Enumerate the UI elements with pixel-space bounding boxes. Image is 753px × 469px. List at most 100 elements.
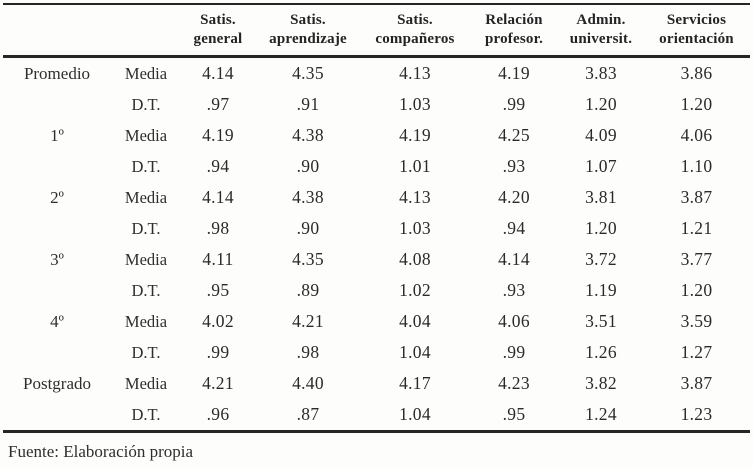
table-header-row: Satis. general Satis. aprendizaje Satis.… xyxy=(3,4,750,58)
value-cell: .98 xyxy=(206,218,230,238)
value-cell: 1.03 xyxy=(399,218,431,238)
row-group-label xyxy=(3,213,111,244)
table-row: Promedio Media 4.14 4.35 4.13 4.19 3.83 3.86 xyxy=(3,57,750,90)
value-cell: 4.17 xyxy=(399,373,431,393)
value-cell: 1.19 xyxy=(585,280,617,300)
value-cell: 4.40 xyxy=(292,373,324,393)
stat-label: Media xyxy=(124,125,168,145)
value-cell: 1.02 xyxy=(399,280,431,300)
header-line-1: Admin. xyxy=(576,12,626,28)
value-cell: .90 xyxy=(296,156,320,176)
value-cell: 1.10 xyxy=(680,156,713,176)
value-cell: 4.04 xyxy=(399,311,431,331)
header-line-1: Satis. xyxy=(397,12,433,28)
column-header-satis-general: Satis. general xyxy=(181,4,255,58)
table-body: Promedio Media 4.14 4.35 4.13 4.19 3.83 3.86 D.T… xyxy=(3,57,750,432)
value-cell: 4.09 xyxy=(585,125,617,145)
stat-label: Media xyxy=(124,63,168,83)
value-cell: 3.51 xyxy=(585,311,617,331)
table-row: D.T. .97 .91 1.03 .99 1.20 1.20 xyxy=(3,89,750,120)
value-cell: 4.13 xyxy=(399,63,431,83)
stat-label: Media xyxy=(124,249,168,269)
value-cell: 3.83 xyxy=(585,63,617,83)
value-cell: .94 xyxy=(502,218,526,238)
column-header-relacion-profesor: Relación profesor. xyxy=(469,4,559,58)
header-line-2: universit. xyxy=(569,31,633,47)
value-cell: .89 xyxy=(296,280,320,300)
value-cell: 3.87 xyxy=(680,373,713,393)
row-group-label: 4º xyxy=(50,311,64,331)
value-cell: 4.14 xyxy=(202,187,234,207)
value-cell: .87 xyxy=(296,404,320,424)
value-cell: 3.82 xyxy=(585,373,617,393)
row-group-label: 2º xyxy=(50,187,64,207)
value-cell: 4.14 xyxy=(498,249,530,269)
value-cell: 4.25 xyxy=(498,125,530,145)
value-cell: 3.77 xyxy=(680,249,713,269)
table-row: D.T. .98 .90 1.03 .94 1.20 1.21 xyxy=(3,213,750,244)
value-cell: .94 xyxy=(206,156,230,176)
value-cell: 1.26 xyxy=(585,342,617,362)
header-line-1: Servicios xyxy=(666,12,727,28)
value-cell: 1.04 xyxy=(399,404,431,424)
column-header-satis-companeros: Satis. compañeros xyxy=(361,4,469,58)
value-cell: 4.38 xyxy=(292,125,324,145)
header-line-2: profesor. xyxy=(484,31,544,47)
stat-label: D.T. xyxy=(131,404,161,424)
value-cell: 1.23 xyxy=(680,404,713,424)
value-cell: 4.21 xyxy=(292,311,324,331)
header-line-2: aprendizaje xyxy=(269,31,347,47)
value-cell: .91 xyxy=(296,94,320,114)
value-cell: 1.07 xyxy=(585,156,617,176)
value-cell: 1.20 xyxy=(585,94,617,114)
stat-label: Media xyxy=(124,373,168,393)
value-cell: 3.86 xyxy=(680,63,713,83)
value-cell: .93 xyxy=(502,156,526,176)
table-row: 4º Media 4.02 4.21 4.04 4.06 3.51 3.59 xyxy=(3,306,750,337)
row-group-label xyxy=(3,337,111,368)
value-cell: 4.21 xyxy=(202,373,234,393)
value-cell: 4.23 xyxy=(498,373,530,393)
row-group-label: Postgrado xyxy=(23,373,91,393)
value-cell: 4.08 xyxy=(399,249,431,269)
value-cell: 3.87 xyxy=(680,187,713,207)
value-cell: 4.19 xyxy=(399,125,431,145)
row-group-label: 3º xyxy=(50,249,64,269)
header-line-1: Relación xyxy=(485,12,543,28)
value-cell: .99 xyxy=(502,342,526,362)
value-cell: .95 xyxy=(206,280,230,300)
stat-label: D.T. xyxy=(131,280,161,300)
row-group-label: 1º xyxy=(50,125,64,145)
value-cell: 4.11 xyxy=(202,249,234,269)
row-group-label xyxy=(3,151,111,182)
stats-table: Satis. general Satis. aprendizaje Satis.… xyxy=(3,3,750,433)
header-line-2: compañeros xyxy=(375,31,455,47)
row-group-label xyxy=(3,89,111,120)
value-cell: 4.19 xyxy=(498,63,530,83)
value-cell: 4.19 xyxy=(202,125,234,145)
column-header-servicios-orientacion: Servicios orientación xyxy=(643,4,750,58)
stat-label: Media xyxy=(124,187,168,207)
value-cell: 3.59 xyxy=(680,311,713,331)
value-cell: 4.20 xyxy=(498,187,530,207)
header-line-2: general xyxy=(193,31,243,47)
value-cell: .97 xyxy=(206,94,230,114)
header-line-1: Satis. xyxy=(200,12,236,28)
row-group-label: Promedio xyxy=(23,63,91,83)
corner-cell xyxy=(111,4,181,58)
value-cell: 3.81 xyxy=(585,187,617,207)
column-header-satis-aprendizaje: Satis. aprendizaje xyxy=(255,4,361,58)
value-cell: .99 xyxy=(206,342,230,362)
value-cell: 1.20 xyxy=(680,280,713,300)
value-cell: .99 xyxy=(502,94,526,114)
value-cell: 1.27 xyxy=(680,342,713,362)
value-cell: .90 xyxy=(296,218,320,238)
value-cell: 1.03 xyxy=(399,94,431,114)
value-cell: .98 xyxy=(296,342,320,362)
source-note: Fuente: Elaboración propia xyxy=(8,442,194,461)
column-header-admin-universit: Admin. universit. xyxy=(559,4,643,58)
stat-label: D.T. xyxy=(131,156,161,176)
value-cell: 4.38 xyxy=(292,187,324,207)
table-row: D.T. .96 .87 1.04 .95 1.24 1.23 xyxy=(3,399,750,432)
header-line-2: orientación xyxy=(659,31,734,47)
